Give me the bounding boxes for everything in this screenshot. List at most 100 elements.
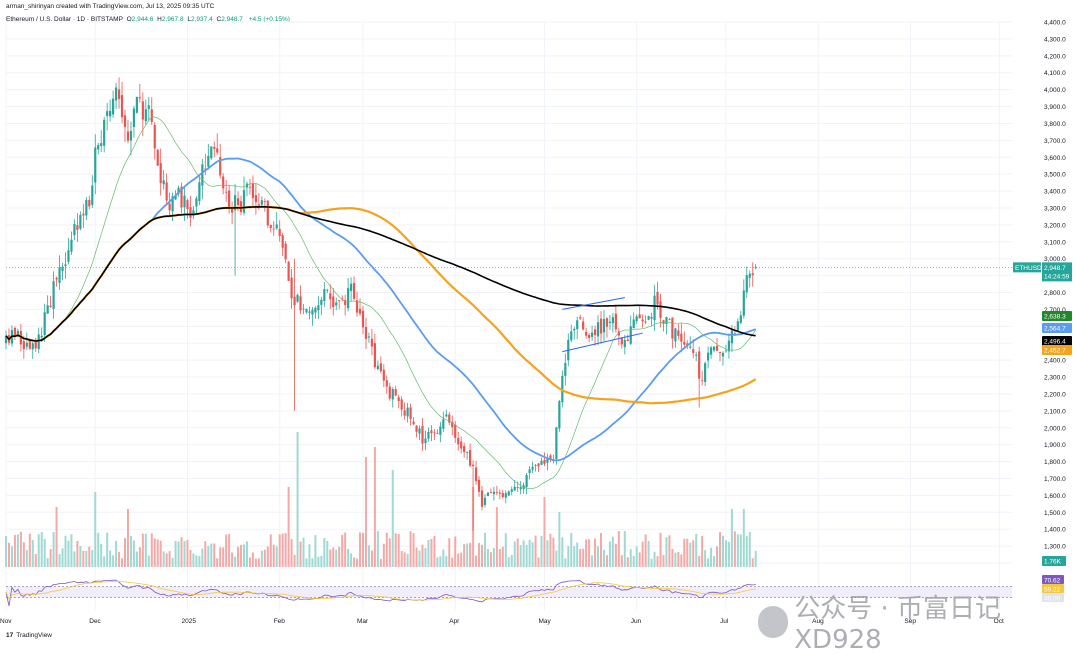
volume-bar [721, 535, 724, 567]
volume-bar [225, 534, 228, 567]
volume-bar [430, 539, 433, 567]
svg-text:59.22: 59.22 [1044, 587, 1061, 594]
candle [674, 327, 677, 348]
candle [555, 426, 558, 465]
candle [525, 472, 528, 495]
ma200-line [5, 206, 756, 342]
close-label: C [216, 16, 222, 23]
volume-bar [638, 552, 641, 567]
candle [183, 187, 186, 221]
volume-bar [457, 553, 460, 567]
candle [347, 278, 350, 312]
candle [287, 260, 290, 282]
volume-bar [213, 543, 216, 567]
volume-bar [174, 540, 177, 567]
candle [721, 351, 725, 366]
price-axis[interactable]: 1,200.01,300.01,400.01,500.01,600.01,700… [1044, 20, 1066, 568]
candle [495, 485, 498, 496]
candle [4, 330, 8, 350]
volume-bar [335, 549, 338, 567]
volume-bar [751, 558, 754, 567]
candle [103, 117, 106, 153]
volume-bar [219, 547, 222, 567]
grid-lines [5, 21, 1012, 610]
candle [463, 442, 466, 458]
candle [332, 287, 335, 316]
volume-bar [727, 541, 730, 567]
volume-bar [620, 555, 623, 567]
volume-bar [362, 532, 364, 567]
candle [412, 417, 415, 426]
y-tick-label: 1,300.0 [1044, 544, 1066, 551]
candle [49, 295, 52, 308]
volume-bar [614, 543, 617, 567]
candle [180, 182, 183, 214]
candle [394, 385, 397, 397]
candle [486, 492, 490, 497]
volume-bar [19, 531, 22, 567]
candle [570, 324, 573, 343]
volume-bar [522, 540, 525, 567]
volume-bar [231, 552, 234, 567]
volume-bar [680, 554, 683, 567]
volume-bar [656, 556, 659, 567]
y-tick-label: 4,400.0 [1044, 20, 1066, 27]
volume-bar [510, 554, 513, 567]
candle [457, 431, 460, 451]
candle [144, 99, 147, 126]
volume-bar [415, 547, 418, 567]
candle [296, 293, 299, 303]
candle [135, 96, 138, 114]
volume-bar [76, 540, 79, 567]
candle [742, 279, 745, 319]
svg-text:2,948.7: 2,948.7 [1044, 265, 1066, 272]
candle [644, 315, 647, 324]
volume-bar [710, 547, 713, 567]
volume-bar [451, 557, 454, 567]
candle [138, 83, 141, 103]
candle [88, 195, 91, 210]
volume-bar [573, 546, 576, 567]
candle [64, 252, 67, 279]
volume-bar [561, 537, 564, 567]
candle [397, 394, 400, 409]
close-value: 2,948.7 [221, 16, 243, 23]
candle [430, 425, 433, 442]
time-axis[interactable]: Nov Dec 2025 Feb Mar Apr May Jun Jul Aug Sep Oct [0, 618, 1004, 625]
candle [293, 258, 296, 411]
volume-bar [564, 558, 567, 567]
volume-bar [367, 545, 370, 567]
volume-bar [373, 447, 376, 567]
volume-bar [528, 539, 531, 567]
volume-bar [177, 541, 180, 567]
volume-bar [359, 532, 362, 567]
candle [585, 327, 588, 339]
candle [85, 196, 88, 221]
volume-bar [109, 550, 112, 567]
volume-bar [135, 551, 138, 567]
volume-bar [64, 535, 67, 567]
volume-bar [159, 540, 162, 567]
candle [341, 295, 344, 302]
tradingview-footer: 17 TradingView [6, 632, 52, 639]
volume-bar [632, 555, 635, 567]
candle [442, 411, 445, 433]
candle [210, 146, 213, 160]
candle [317, 296, 320, 320]
volume-bar [427, 539, 430, 567]
candle [231, 201, 234, 225]
candle [650, 312, 653, 326]
ma-value-badge: 2,452.7 [1042, 345, 1072, 355]
volume-bar [311, 558, 314, 567]
volume-bar [668, 535, 671, 567]
candle [355, 291, 359, 317]
candle [120, 82, 124, 124]
candle [281, 232, 284, 256]
volume-bar [210, 543, 213, 567]
volume-bar [385, 532, 388, 567]
candle [76, 213, 79, 243]
volume-bar [269, 534, 272, 567]
volume-bar [674, 552, 677, 567]
candle [582, 317, 585, 331]
